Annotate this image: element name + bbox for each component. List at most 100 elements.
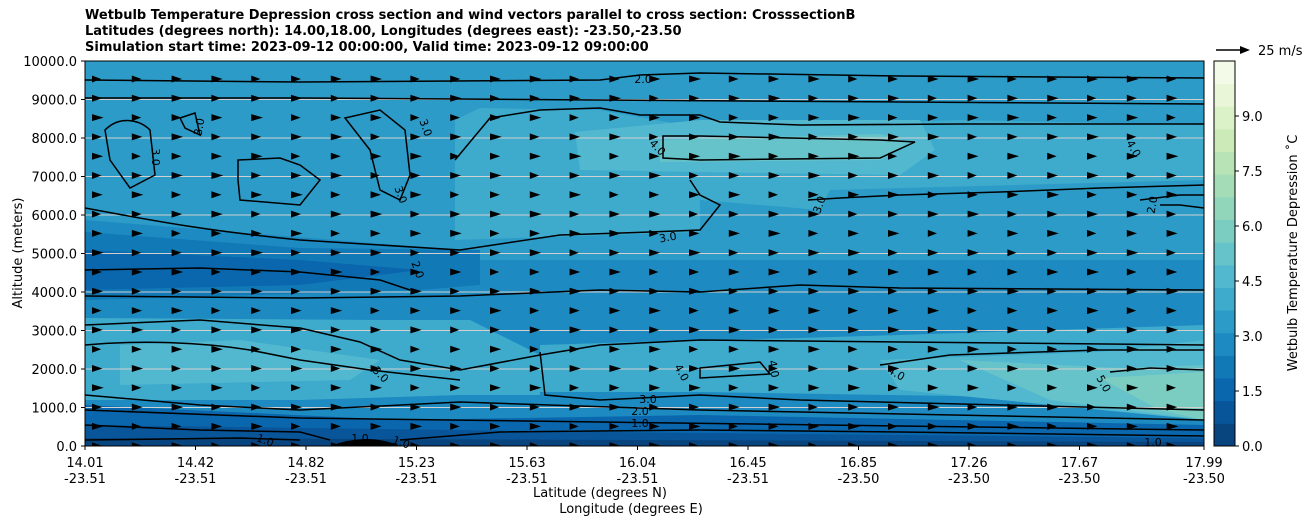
wind-vector [927, 191, 938, 199]
wind-vector [728, 172, 740, 179]
wind-vector [1087, 172, 1099, 179]
wind-vector [808, 133, 818, 141]
wind-vector [649, 229, 659, 237]
wind-vector [490, 422, 501, 430]
wind-vector [251, 442, 262, 446]
wind-vector [768, 191, 778, 199]
wind-vector [1126, 365, 1138, 372]
wind-vector [848, 287, 860, 295]
wind-key: 25 m/s [1216, 44, 1303, 59]
wind-vector [291, 94, 303, 102]
wind-vector [927, 94, 937, 102]
wind-vector [211, 345, 223, 353]
wind-vector [768, 365, 778, 372]
wind-vector [529, 249, 542, 257]
wind-vector [330, 94, 340, 102]
wind-vector [291, 442, 302, 446]
wind-vector [251, 249, 264, 257]
wind-vector [529, 403, 540, 411]
x-tick-label-lat: 17.99 [1185, 456, 1222, 471]
contour-line [1139, 194, 1204, 201]
wind-vector [251, 307, 261, 315]
x-tick-label-lat: 16.85 [840, 456, 877, 471]
wind-vector [888, 94, 900, 102]
wind-vector [927, 229, 937, 237]
wind-vector [410, 75, 420, 83]
wind-vector [888, 172, 899, 179]
wind-vector [848, 133, 859, 141]
wind-vector [848, 114, 860, 122]
wind-vector [330, 210, 342, 218]
wind-vector [450, 172, 461, 179]
wind-vector [1087, 133, 1099, 141]
wind-vector [171, 384, 182, 392]
colorbar-tick-label: 7.5 [1242, 165, 1263, 180]
wind-vector [92, 210, 102, 218]
y-tick-label: 2000.0 [32, 363, 78, 378]
wind-vector [490, 307, 502, 315]
wind-vector [490, 172, 502, 179]
wind-vector [649, 384, 661, 392]
colorbar-segment [1214, 264, 1235, 288]
wind-vector [768, 422, 779, 430]
wind-vector [689, 307, 699, 315]
wind-vector [211, 403, 221, 411]
wind-vector [1126, 210, 1139, 218]
wind-vector [450, 442, 462, 446]
wind-vector [1007, 94, 1019, 102]
wind-vector [330, 326, 341, 334]
wind-vector [1126, 75, 1139, 83]
wind-vector [967, 403, 978, 411]
wind-vector [1007, 307, 1018, 315]
wind-vector [490, 94, 500, 102]
wind-vector [808, 229, 819, 237]
wind-vector [967, 307, 977, 315]
wind-vector [927, 114, 939, 122]
wind-vector [1047, 133, 1059, 141]
contour-line [178, 112, 202, 137]
wind-vector [251, 345, 261, 353]
wind-vector [171, 326, 182, 334]
wind-vector [171, 210, 183, 218]
wind-vector [291, 307, 302, 315]
wind-vector [291, 133, 302, 141]
wind-vector [768, 403, 781, 411]
wind-vector [1126, 152, 1138, 160]
wind-vector [529, 365, 541, 372]
wind-vector [569, 307, 580, 315]
wind-vector [370, 114, 382, 122]
wind-vector [967, 249, 979, 257]
wind-vector [927, 365, 938, 372]
wind-vector [1087, 268, 1099, 276]
wind-vector [768, 249, 779, 257]
wind-vector [529, 422, 541, 430]
colorbar-segment [1214, 287, 1235, 311]
wind-vector [768, 345, 780, 353]
wind-vector [211, 133, 221, 141]
wind-vector [131, 442, 143, 446]
wind-vector [689, 75, 701, 83]
wind-vector [808, 75, 820, 83]
wind-vector [888, 75, 898, 83]
wind-vector [291, 210, 302, 218]
wind-vector [330, 345, 342, 353]
wind-vector [569, 287, 582, 295]
wind-vector [1087, 422, 1098, 430]
wind-vector [92, 172, 102, 179]
contour-label: 3.0 [810, 194, 828, 215]
wind-vector [330, 442, 343, 446]
colorbar-tick-label: 9.0 [1242, 110, 1263, 125]
wind-vector [370, 152, 382, 160]
wind-vector [370, 229, 381, 237]
colorbar-frame [1213, 60, 1236, 447]
wind-vector [848, 326, 860, 334]
wind-vector [251, 268, 262, 276]
wind-vector [689, 422, 701, 430]
wind-vector [1166, 268, 1178, 276]
wind-vector [171, 94, 184, 102]
wind-vector [131, 422, 141, 430]
wind-vector [569, 94, 581, 102]
wind-vector [131, 307, 143, 315]
x-tick-label-lon: -23.50 [1183, 472, 1225, 487]
